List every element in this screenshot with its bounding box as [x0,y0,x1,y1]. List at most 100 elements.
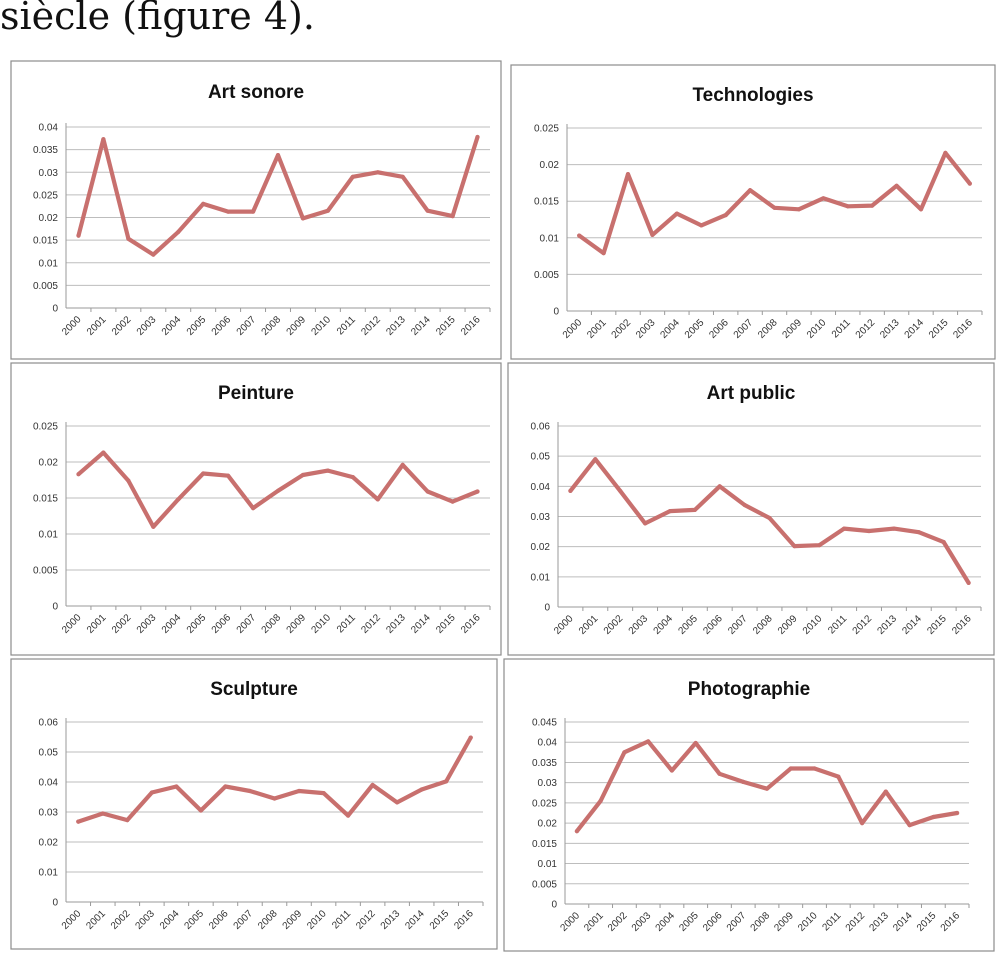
art-sonore-data-point-2008 [275,153,281,158]
art-sonore-data-point-2011 [350,174,355,179]
art-sonore-y-tick-label: 0.04 [39,123,59,134]
photographie-data-point-2001 [598,798,603,803]
sculpture-y-tick-label: 0.03 [39,808,59,819]
sculpture-chart-title: Sculpture [210,679,298,700]
technologies-chart-svg: Technologies00.0050.010.0150.020.0252000… [510,64,996,360]
art-sonore-data-point-2013 [400,174,405,179]
art-public-data-point-2003 [643,521,648,526]
sculpture-data-point-2011 [346,813,351,818]
peinture-y-tick-label: 0.025 [33,422,58,433]
photographie-data-point-2006 [717,771,722,776]
sculpture-data-point-2010 [321,791,326,796]
art-public-data-point-2006 [717,484,722,489]
photographie-y-tick-label: 0.035 [532,758,557,769]
art-public-data-point-2012 [866,528,872,534]
photographie-data-point-2013 [883,789,888,794]
peinture-data-point-2006 [226,473,231,478]
art-public-y-tick-label: 0.02 [531,542,551,553]
peinture-data-point-2015 [450,499,455,504]
photographie-data-point-2016 [955,810,960,816]
peinture-y-tick-label: 0 [52,602,58,613]
technologies-data-point-2010 [821,196,826,201]
art-sonore-data-point-2016 [475,134,480,140]
art-public-data-point-2008 [767,515,772,521]
art-sonore-data-point-2007 [251,209,256,214]
technologies-data-point-2015 [943,150,948,155]
art-public-data-point-2004 [667,509,673,514]
art-public-y-tick-label: 0.06 [531,422,551,433]
photographie-y-tick-label: 0.02 [538,819,558,830]
sculpture-chart-frame [10,658,498,950]
photographie-data-point-2011 [836,774,841,779]
photographie-chart-frame [503,658,995,952]
art-sonore-chart-title: Art sonore [208,82,304,103]
photographie-data-point-2014 [907,823,912,828]
art-sonore-data-point-2012 [375,170,380,175]
peinture-data-point-2007 [251,506,256,511]
technologies-data-point-2006 [723,213,728,218]
chart-panel-peinture: Peinture 0 0.005 0.01 0.015 0.02 0.025 2000 2001… [10,362,502,656]
technologies-data-point-2004 [674,211,679,216]
art-public-data-point-2005 [692,507,697,512]
sculpture-data-point-2009 [296,788,302,794]
photographie-data-point-2009 [788,766,793,771]
sculpture-data-point-2006 [223,784,228,789]
art-sonore-y-tick-label: 0.03 [39,168,59,179]
chart-panel-art-public: Art public 0 0.01 0.02 0.03 0.04 0.05 0.06 2000 2… [507,362,995,656]
peinture-data-point-2008 [275,488,281,493]
peinture-data-point-2013 [400,462,405,467]
peinture-chart-title: Peinture [218,383,294,404]
peinture-data-point-2011 [350,475,355,480]
sculpture-y-tick-label: 0.05 [39,748,59,759]
photographie-y-tick-label: 0.045 [532,718,557,729]
art-public-data-point-2013 [891,526,896,531]
sculpture-data-point-2012 [370,782,375,788]
peinture-data-point-2002 [126,478,131,483]
sculpture-y-tick-label: 0.01 [39,868,59,879]
art-public-chart-title: Art public [707,383,796,404]
photographie-y-tick-label: 0.03 [538,778,558,789]
peinture-y-tick-label: 0.02 [39,458,59,469]
technologies-y-tick-label: 0 [553,307,559,318]
art-sonore-y-tick-label: 0.015 [33,236,58,247]
photographie-y-tick-label: 0.04 [538,738,558,749]
art-public-data-point-2001 [593,457,598,462]
photographie-y-tick-label: 0.015 [532,839,557,850]
technologies-chart-frame [510,64,996,360]
sculpture-data-point-2007 [247,788,253,794]
chart-panel-sculpture: Sculpture 0 0.01 0.02 0.03 0.04 0.05 0.06 2000 20… [10,658,498,950]
art-public-y-tick-label: 0.01 [531,572,551,583]
section-heading: siècle (figure 4). [0,0,315,38]
art-public-data-point-2015 [941,540,946,545]
technologies-data-point-2013 [894,183,899,188]
peinture-data-point-2014 [425,489,430,494]
peinture-chart-frame [10,362,502,656]
art-sonore-chart-svg: Art sonore 0 0.005 0.01 0.015 0.02 0.025 0.03 0.… [10,60,502,360]
art-sonore-y-tick-label: 0.035 [33,145,58,156]
photographie-chart-svg: Photographie 0 0.005 0.01 0.015 0.02 0.025 0.03… [503,658,995,952]
sculpture-data-point-2014 [419,787,424,792]
photographie-y-tick-label: 0.005 [532,879,557,890]
art-sonore-data-point-2010 [325,208,330,213]
sculpture-y-tick-label: 0.02 [39,838,59,849]
sculpture-data-point-2001 [100,811,105,816]
technologies-y-tick-label: 0.015 [534,197,559,208]
peinture-data-point-2000 [76,472,81,477]
photographie-data-point-2015 [931,814,936,820]
art-sonore-y-tick-label: 0 [52,304,58,315]
technologies-data-point-2003 [650,232,655,237]
art-public-y-tick-label: 0.04 [531,482,551,493]
sculpture-data-point-2005 [198,808,203,813]
sculpture-y-tick-label: 0.06 [39,718,59,729]
photographie-data-point-2004 [669,768,674,773]
peinture-data-point-2004 [176,497,181,502]
sculpture-y-tick-label: 0 [52,898,58,909]
sculpture-data-point-2004 [174,784,179,789]
technologies-y-tick-label: 0.02 [540,160,560,171]
technologies-data-point-2001 [601,251,606,256]
peinture-data-point-2009 [300,472,305,478]
technologies-data-point-2005 [699,223,704,228]
technologies-data-point-2009 [796,207,801,212]
